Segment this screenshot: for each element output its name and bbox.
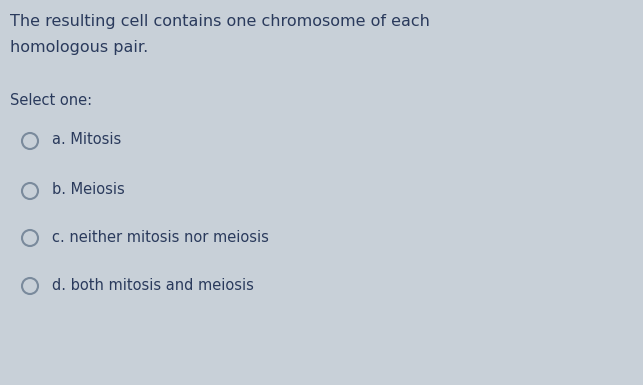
- Text: The resulting cell contains one chromosome of each: The resulting cell contains one chromoso…: [10, 14, 430, 29]
- Text: Select one:: Select one:: [10, 93, 92, 108]
- Text: b. Meiosis: b. Meiosis: [52, 182, 125, 198]
- Text: d. both mitosis and meiosis: d. both mitosis and meiosis: [52, 278, 254, 293]
- Text: homologous pair.: homologous pair.: [10, 40, 149, 55]
- Text: c. neither mitosis nor meiosis: c. neither mitosis nor meiosis: [52, 229, 269, 244]
- Text: a. Mitosis: a. Mitosis: [52, 132, 122, 147]
